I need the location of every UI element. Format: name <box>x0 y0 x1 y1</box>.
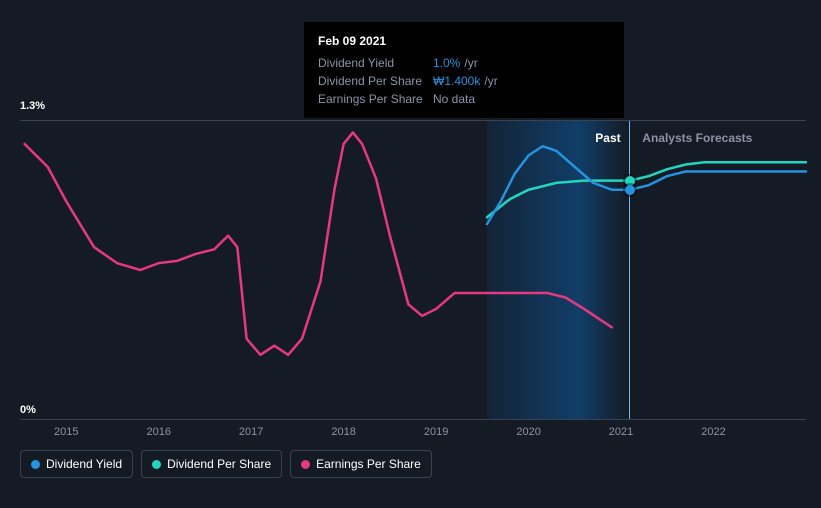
chart-container: 1.3% 0% Past Analysts Forecasts 20152016… <box>20 100 806 460</box>
tooltip-row-eps: Earnings Per Share No data <box>318 90 610 108</box>
swatch-icon <box>301 460 310 469</box>
x-tick: 2015 <box>54 426 78 438</box>
legend-label: Dividend Per Share <box>167 457 271 471</box>
tooltip-row-dps: Dividend Per Share ₩1.400k /yr <box>318 72 610 90</box>
legend-label: Earnings Per Share <box>316 457 421 471</box>
tooltip-date: Feb 09 2021 <box>318 32 610 50</box>
tooltip-unit: /yr <box>484 72 497 90</box>
y-axis-label-max: 1.3% <box>20 100 45 112</box>
x-tick: 2017 <box>239 426 263 438</box>
tooltip-row-dy: Dividend Yield 1.0% /yr <box>318 54 610 72</box>
swatch-icon <box>152 460 161 469</box>
chart-svg <box>20 121 806 419</box>
x-tick: 2018 <box>331 426 355 438</box>
series-line-eps <box>25 132 612 354</box>
legend-item-earnings-per-share[interactable]: Earnings Per Share <box>290 450 432 478</box>
tooltip-unit: /yr <box>464 54 477 72</box>
legend-label: Dividend Yield <box>46 457 122 471</box>
tooltip-label: Earnings Per Share <box>318 90 433 108</box>
series-line-dy <box>487 146 806 224</box>
plot-area[interactable]: Past Analysts Forecasts <box>20 120 806 420</box>
legend-item-dividend-yield[interactable]: Dividend Yield <box>20 450 133 478</box>
x-tick: 2019 <box>424 426 448 438</box>
tooltip-nodata: No data <box>433 90 475 108</box>
legend-item-dividend-per-share[interactable]: Dividend Per Share <box>141 450 282 478</box>
chart-tooltip: Feb 09 2021 Dividend Yield 1.0% /yr Divi… <box>304 22 624 118</box>
tooltip-label: Dividend Yield <box>318 54 433 72</box>
tooltip-label: Dividend Per Share <box>318 72 433 90</box>
tooltip-value: ₩1.400k <box>433 72 480 90</box>
x-tick: 2016 <box>146 426 170 438</box>
tooltip-value: 1.0% <box>433 54 460 72</box>
x-tick: 2020 <box>516 426 540 438</box>
swatch-icon <box>31 460 40 469</box>
x-tick: 2022 <box>701 426 725 438</box>
x-tick: 2021 <box>609 426 633 438</box>
x-axis: 2015 2016 2017 2018 2019 2020 2021 2022 <box>20 426 806 442</box>
legend: Dividend Yield Dividend Per Share Earnin… <box>20 450 432 478</box>
marker-dy <box>625 185 635 195</box>
